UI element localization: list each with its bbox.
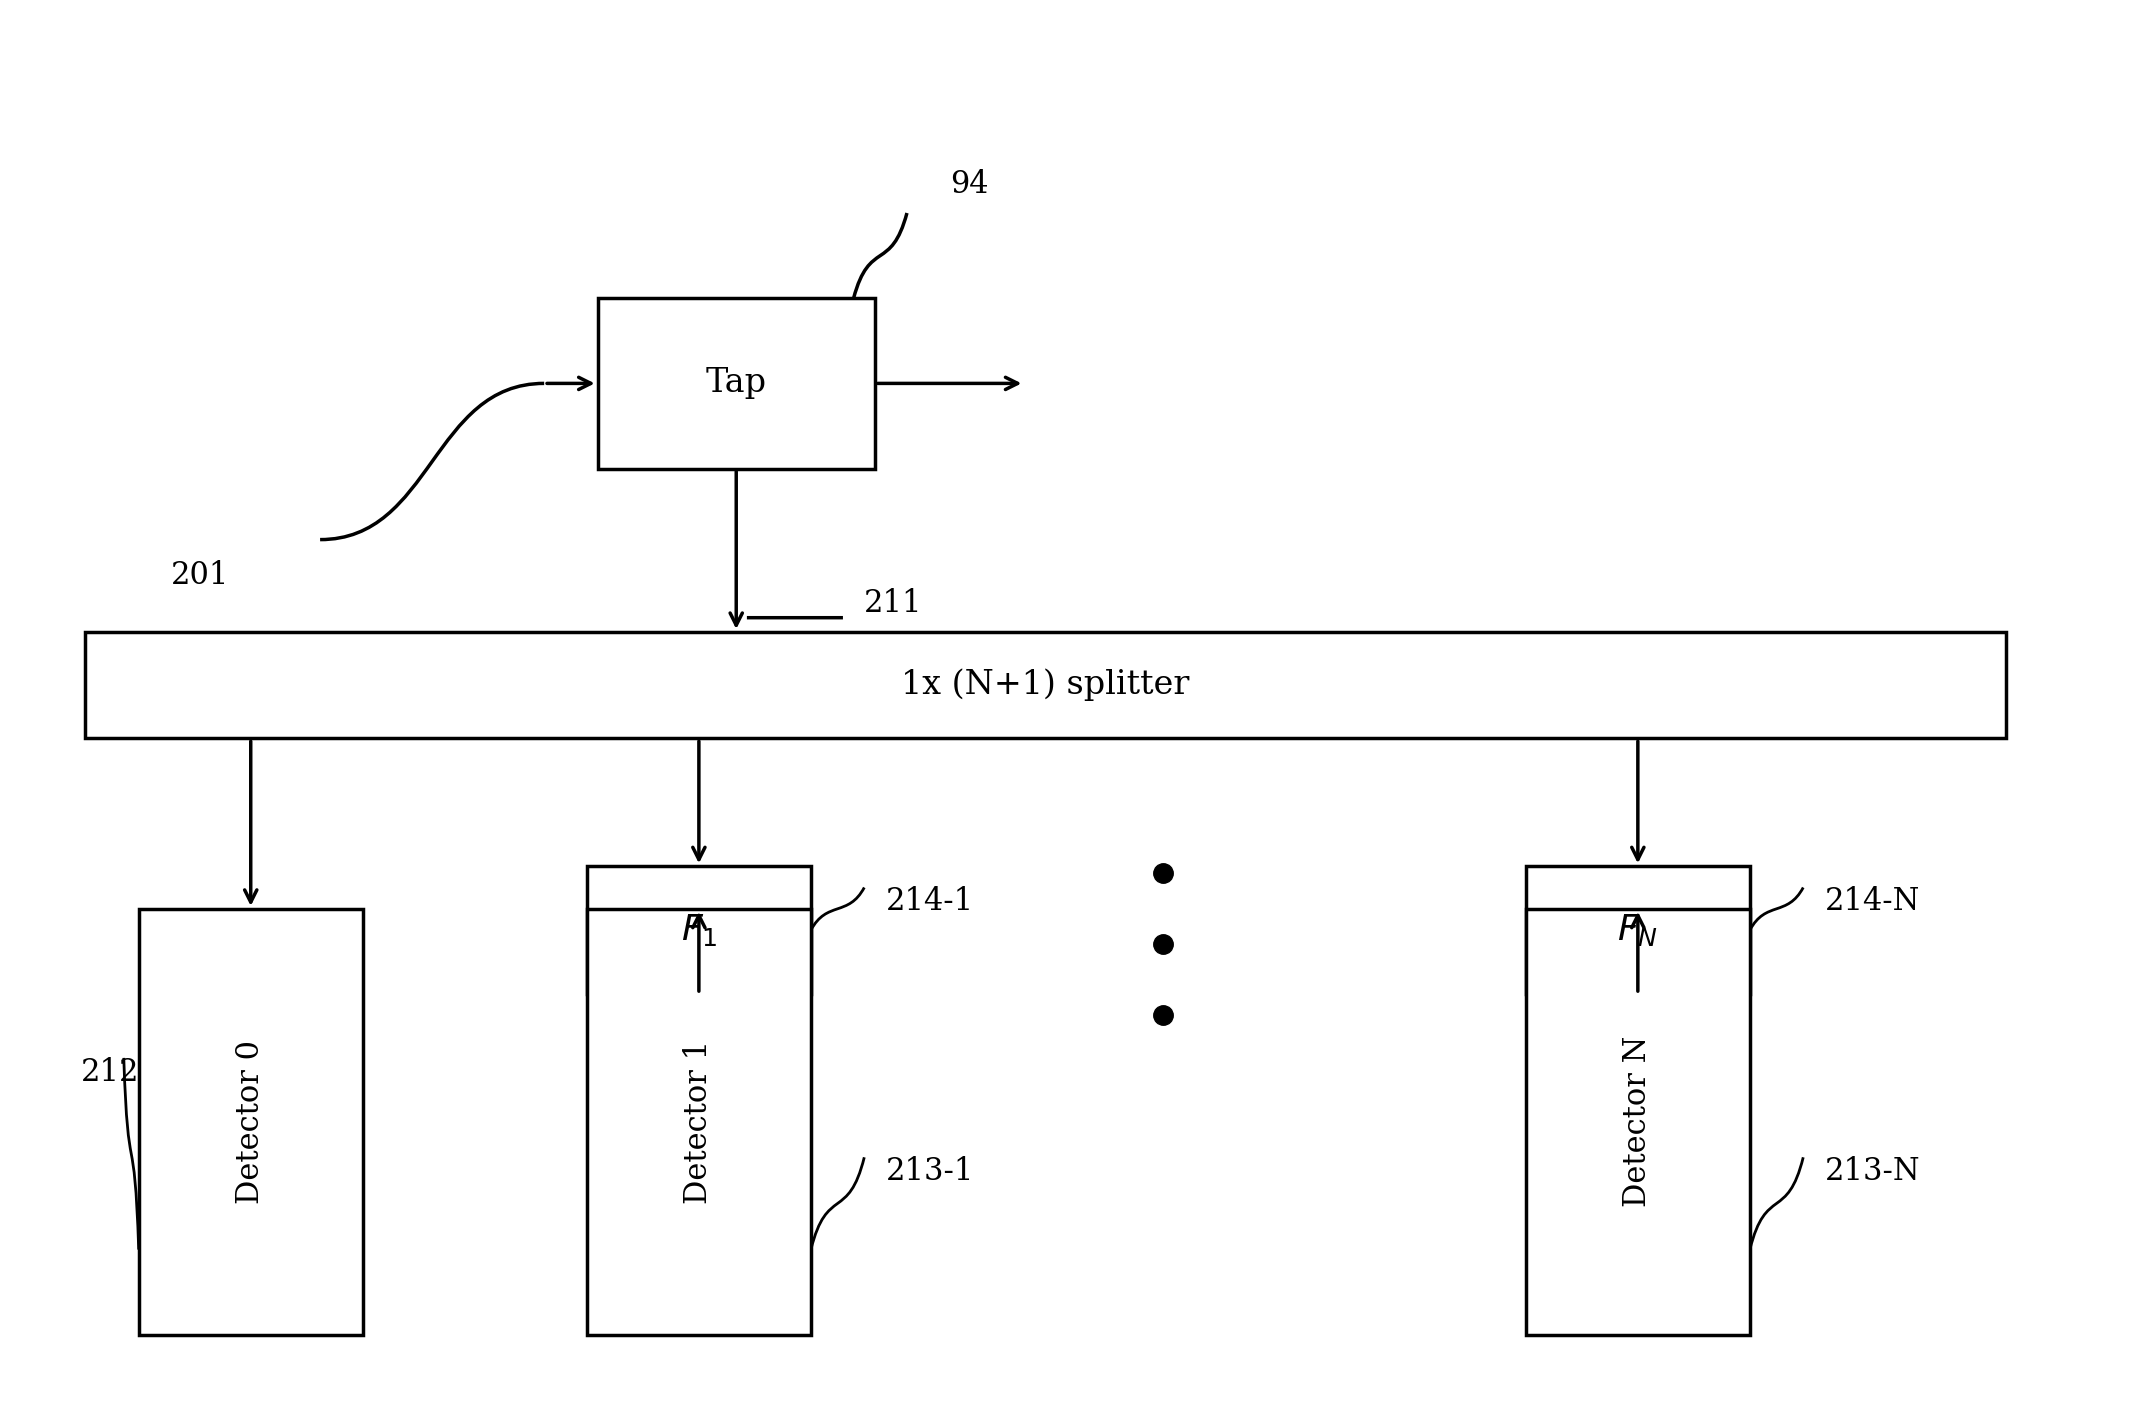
Text: 213-1: 213-1 [886, 1156, 973, 1187]
Text: 1x (N+1) splitter: 1x (N+1) splitter [901, 669, 1191, 701]
FancyBboxPatch shape [587, 866, 811, 994]
Text: 211: 211 [864, 588, 922, 619]
FancyBboxPatch shape [85, 632, 2006, 738]
Text: Detector 1: Detector 1 [683, 1039, 715, 1204]
FancyBboxPatch shape [1526, 909, 1750, 1335]
Text: Tap: Tap [706, 368, 766, 399]
Text: 213-N: 213-N [1825, 1156, 1921, 1187]
FancyBboxPatch shape [587, 909, 811, 1335]
Text: 201: 201 [171, 559, 228, 591]
Text: $F_1$: $F_1$ [681, 912, 717, 949]
Text: $F_N$: $F_N$ [1618, 912, 1658, 949]
Text: 214-N: 214-N [1825, 886, 1921, 917]
Text: 212: 212 [81, 1056, 139, 1088]
Text: Detector N: Detector N [1622, 1037, 1654, 1207]
Text: 94: 94 [950, 169, 988, 200]
FancyBboxPatch shape [598, 298, 875, 469]
FancyBboxPatch shape [139, 909, 363, 1335]
Text: 214-1: 214-1 [886, 886, 973, 917]
FancyBboxPatch shape [1526, 866, 1750, 994]
Text: Detector 0: Detector 0 [235, 1039, 267, 1204]
